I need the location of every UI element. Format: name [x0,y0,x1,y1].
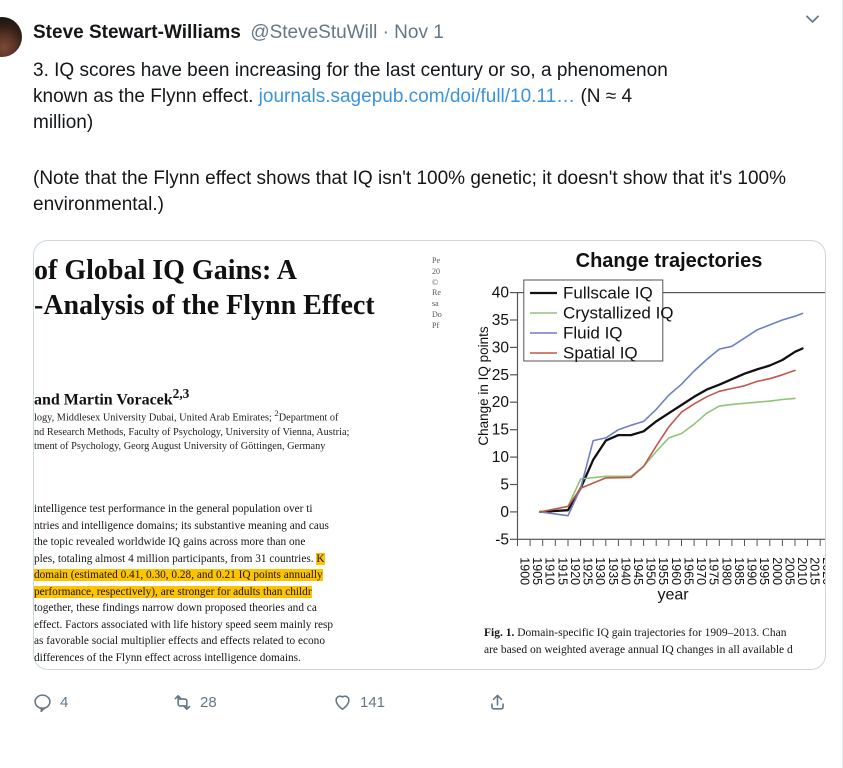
svg-text:15: 15 [492,422,509,439]
svg-text:-5: -5 [495,531,509,548]
svg-text:30: 30 [492,339,510,356]
svg-text:2015: 2015 [808,557,822,585]
svg-text:1990: 1990 [745,557,759,585]
svg-text:35: 35 [492,312,509,329]
svg-text:1910: 1910 [543,557,557,585]
svg-text:Change in IQ points: Change in IQ points [476,326,491,446]
svg-text:1900: 1900 [518,557,532,585]
svg-text:25: 25 [492,367,509,384]
svg-text:2000: 2000 [770,557,784,585]
svg-text:Crystallized IQ: Crystallized IQ [563,304,674,323]
svg-text:1930: 1930 [593,557,607,585]
svg-text:1950: 1950 [644,557,658,585]
svg-text:2010: 2010 [795,557,809,585]
svg-text:Change trajectories: Change trajectories [576,250,763,272]
svg-text:1925: 1925 [581,557,595,585]
svg-text:1960: 1960 [669,557,683,585]
svg-text:0: 0 [500,504,509,521]
svg-text:Spatial IQ: Spatial IQ [563,344,638,363]
svg-text:2020: 2020 [820,557,826,585]
svg-text:1905: 1905 [530,557,544,585]
svg-text:Fullscale IQ: Fullscale IQ [563,284,653,303]
svg-text:20: 20 [492,394,510,411]
svg-text:1920: 1920 [568,557,582,585]
svg-text:1935: 1935 [606,557,620,585]
svg-text:1945: 1945 [631,557,645,585]
svg-text:1980: 1980 [719,557,733,585]
svg-text:1970: 1970 [694,557,708,585]
svg-text:1995: 1995 [757,557,771,585]
svg-text:Fluid IQ: Fluid IQ [563,324,623,343]
svg-text:1965: 1965 [682,557,696,585]
svg-text:1915: 1915 [555,557,569,585]
svg-text:1940: 1940 [618,557,632,585]
svg-text:year: year [657,586,689,603]
svg-text:1985: 1985 [732,557,746,585]
svg-text:5: 5 [500,477,509,494]
svg-text:1975: 1975 [707,557,721,585]
svg-text:10: 10 [492,449,510,466]
svg-text:1955: 1955 [656,557,670,585]
svg-text:40: 40 [492,285,510,302]
svg-text:2005: 2005 [782,557,796,585]
